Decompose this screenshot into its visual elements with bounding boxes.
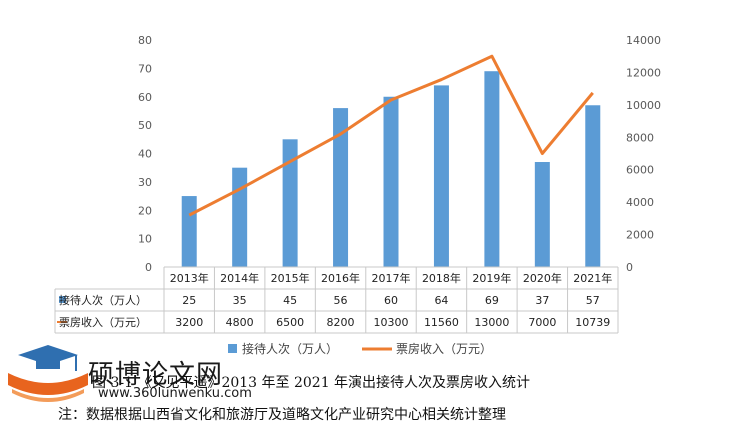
table-cell: 37 xyxy=(535,294,549,307)
table-cell: 3200 xyxy=(175,316,203,329)
y-right-tick-label: 14000 xyxy=(626,34,661,47)
x-tick-label: 2019年 xyxy=(472,271,511,285)
y-left-tick-label: 0 xyxy=(145,261,152,274)
watermark-title: 硕博论文网 xyxy=(88,360,224,390)
x-tick-label: 2021年 xyxy=(573,271,612,285)
y-left-tick-label: 50 xyxy=(138,119,152,132)
y-right-tick-label: 2000 xyxy=(626,229,654,242)
y-left-tick-label: 40 xyxy=(138,148,152,161)
table-row-label: 票房收入（万元） xyxy=(59,315,147,329)
y-right-tick-label: 10000 xyxy=(626,99,661,112)
bar xyxy=(585,105,601,267)
figure-note: 注：数据根据山西省文化和旅游厅及道略文化产业研究中心相关统计整理 xyxy=(58,407,506,423)
table-cell: 7000 xyxy=(528,316,556,329)
table-cell: 64 xyxy=(434,294,448,307)
line-series xyxy=(188,54,594,217)
watermark-url: www.360lunwenku.com xyxy=(98,386,252,401)
series-line xyxy=(188,54,594,217)
table-cell: 45 xyxy=(283,294,297,307)
table-cell: 10300 xyxy=(374,316,409,329)
x-tick-label: 2015年 xyxy=(271,271,310,285)
table-cell: 69 xyxy=(485,294,499,307)
legend-swatch-bar xyxy=(228,344,237,353)
bar-series xyxy=(181,71,601,268)
left-axis: 0 10 20 30 40 50 60 70 80 xyxy=(138,34,152,274)
y-left-tick-label: 10 xyxy=(138,233,152,246)
table-row-label: 接待人次（万人） xyxy=(59,293,147,307)
x-tick-label: 2017年 xyxy=(372,271,411,285)
table-cell: 56 xyxy=(334,294,348,307)
x-tick-label: 2013年 xyxy=(170,271,209,285)
y-left-tick-label: 30 xyxy=(138,176,152,189)
table-cell: 6500 xyxy=(276,316,304,329)
y-left-tick-label: 80 xyxy=(138,34,152,47)
watermark-logo-icon xyxy=(8,345,88,402)
bar xyxy=(433,85,449,268)
y-right-tick-label: 6000 xyxy=(626,164,654,177)
bar xyxy=(181,196,197,267)
table-legend-key xyxy=(59,296,66,303)
bar xyxy=(333,108,349,267)
right-axis: 0 2000 4000 6000 8000 10000 12000 14000 xyxy=(626,34,661,274)
x-tick-label: 2018年 xyxy=(422,271,461,285)
x-tick-label: 2020年 xyxy=(523,271,562,285)
bar xyxy=(282,139,298,267)
x-tick-label: 2016年 xyxy=(321,271,360,285)
bar xyxy=(232,167,248,267)
y-right-tick-label: 8000 xyxy=(626,131,654,144)
table-cell: 60 xyxy=(384,294,398,307)
bar xyxy=(484,71,500,268)
bar xyxy=(534,162,550,267)
legend-label: 接待人次（万人） xyxy=(242,341,338,356)
table-cell: 8200 xyxy=(327,316,355,329)
data-table: 2013年 2014年 2015年 2016年 2017年 2018年 2019年 2020年… xyxy=(54,266,619,334)
legend-label: 票房收入（万元） xyxy=(396,341,492,356)
figure-caption: 图 3-1 《又见平遥》2013 年至 2021 年演出接待人次及票房收入统计 xyxy=(92,375,531,391)
x-tick-label: 2014年 xyxy=(220,271,259,285)
table-cell: 11560 xyxy=(424,316,459,329)
table-cell: 13000 xyxy=(474,316,509,329)
y-left-tick-label: 70 xyxy=(138,62,152,75)
table-cell: 10739 xyxy=(575,316,610,329)
table-cell: 25 xyxy=(182,294,196,307)
y-right-tick-label: 12000 xyxy=(626,66,661,79)
legend: 接待人次（万人） 票房收入（万元） xyxy=(228,341,492,356)
y-left-tick-label: 20 xyxy=(138,204,152,217)
table-cell: 57 xyxy=(586,294,600,307)
bar xyxy=(383,96,399,267)
table-cell: 4800 xyxy=(226,316,254,329)
y-right-tick-label: 4000 xyxy=(626,196,654,209)
y-left-tick-label: 60 xyxy=(138,91,152,104)
table-cell: 35 xyxy=(233,294,247,307)
y-right-tick-label: 0 xyxy=(626,261,633,274)
